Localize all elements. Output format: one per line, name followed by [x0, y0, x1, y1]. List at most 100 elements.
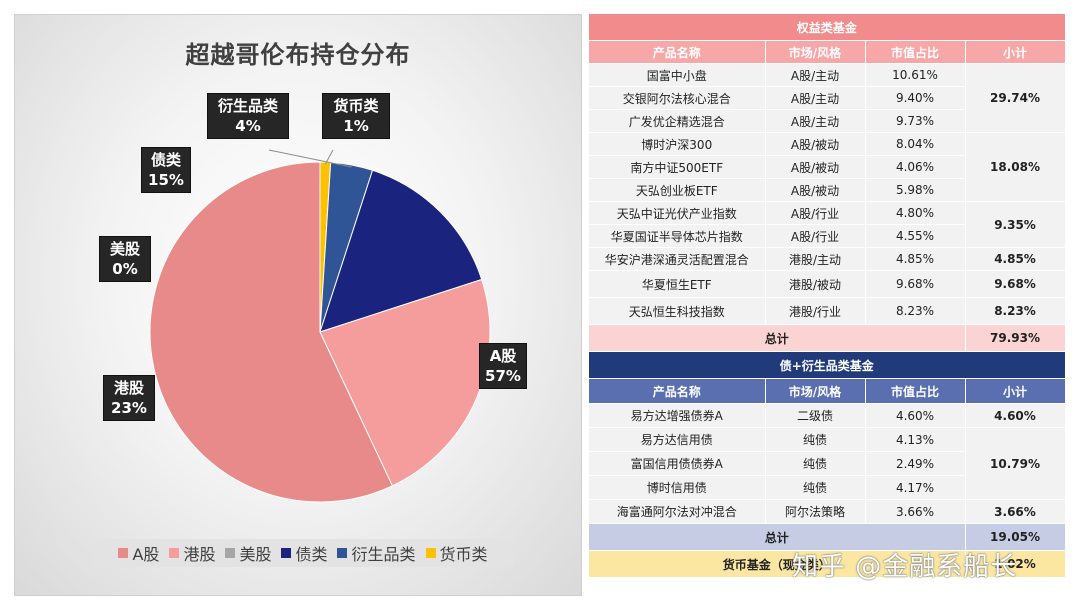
callout-bonds: 债类 15%: [141, 147, 191, 193]
legend-item-bonds: 债类: [281, 541, 327, 565]
cell-market: 港股/行业: [765, 297, 866, 325]
equity-section-title: 权益类基金: [589, 14, 1066, 41]
legend-label: 衍生品类: [351, 545, 416, 564]
table-row: 富国信用债债券A 纯债 2.49%: [589, 451, 1065, 476]
pie-slice-a-shares: [149, 161, 394, 503]
header-subtotal: 小计: [965, 40, 1066, 64]
table-row: 华夏国证半导体芯片指数 A股/行业 4.55%: [589, 224, 1065, 248]
header-share: 市值占比: [865, 378, 966, 404]
cell-name: 华安沪港深通灵活配置混合: [589, 247, 766, 271]
cell-market: 港股/被动: [765, 270, 866, 298]
callout-derivatives-name: 衍生品类: [217, 97, 278, 115]
equity-total-row: 总计 79.93%: [589, 324, 1066, 352]
cell-name: 富国信用债债券A: [589, 451, 766, 476]
table-row: 天弘创业板ETF A股/被动 5.98%: [589, 178, 1065, 202]
cell-pct: 3.66%: [865, 499, 966, 524]
cell-market: 纯债: [765, 451, 866, 476]
bond-total-label: 总计: [589, 523, 966, 551]
callout-money-value: 1%: [343, 117, 369, 135]
cell-name: 南方中证500ETF: [589, 155, 766, 179]
callout-a-shares: A股 57%: [479, 343, 527, 389]
cell-market: A股/被动: [765, 155, 866, 179]
cell-market: 二级债: [765, 403, 866, 428]
chart-legend: A股 港股 美股 债类 衍生品类 货币类: [93, 539, 513, 567]
header-subtotal: 小计: [965, 378, 1066, 404]
table-row: 海富通阿尔法对冲混合 阿尔法策略 3.66% 3.66%: [589, 499, 1066, 524]
cell-market: A股/被动: [765, 178, 866, 202]
callout-bonds-value: 15%: [148, 171, 184, 189]
header-product: 产品名称: [589, 40, 766, 64]
cell-name: 博时信用债: [589, 475, 766, 500]
cell-pct: 9.40%: [865, 86, 966, 110]
pie-slice-hk-stocks: [319, 278, 491, 487]
bond-section-title: 债+衍生品类基金: [589, 352, 1066, 379]
equity-table: 权益类基金 产品名称 市场/风格 市值占比 小计 国富中小盘 A股/主动 10.…: [589, 14, 1066, 352]
cell-pct: 10.61%: [865, 63, 966, 87]
legend-label: 货币类: [439, 545, 488, 564]
cell-market: A股/行业: [765, 201, 866, 225]
header-market: 市场/风格: [765, 378, 866, 404]
legend-item-us-stocks: 美股: [225, 541, 271, 565]
cell-subtotal: 29.74%: [965, 63, 1066, 133]
leader-line-derivatives: [268, 149, 352, 168]
pie-chart-panel: 超越哥伦布持仓分布 衍生品类 4% 货币类 1% 债类 15% 美股 0% 港股…: [14, 14, 582, 596]
callout-derivatives-value: 4%: [235, 117, 261, 135]
cell-market: A股/主动: [765, 86, 866, 110]
equity-total-value: 79.93%: [965, 324, 1066, 352]
cell-subtotal: 3.66%: [965, 499, 1066, 524]
cell-pct: 8.23%: [865, 297, 966, 325]
cell-market: 纯债: [765, 475, 866, 500]
pie-slice-bonds: [319, 169, 483, 333]
cell-name: 天弘中证光伏产业指数: [589, 201, 766, 225]
table-row: 易方达增强债券A 二级债 4.60% 4.60%: [589, 403, 1066, 428]
cell-pct: 4.55%: [865, 224, 966, 248]
cell-pct: 8.04%: [865, 132, 966, 156]
cell-name: 国富中小盘: [589, 63, 766, 87]
legend-swatch: [281, 548, 292, 558]
bond-table: 债+衍生品类基金 产品名称 市场/风格 市值占比 小计 易方达增强债券A 二级债…: [589, 352, 1066, 578]
legend-label: 美股: [239, 545, 272, 564]
holdings-table-panel: 权益类基金 产品名称 市场/风格 市值占比 小计 国富中小盘 A股/主动 10.…: [589, 14, 1066, 578]
cell-pct: 5.98%: [865, 178, 966, 202]
callout-money: 货币类 1%: [322, 93, 390, 139]
chart-title: 超越哥伦布持仓分布: [185, 41, 411, 69]
callout-us-stocks-name: 美股: [109, 240, 140, 258]
cell-market: 阿尔法策略: [765, 499, 866, 524]
cell-name: 华夏国证半导体芯片指数: [589, 224, 766, 248]
cell-market: A股/主动: [765, 63, 866, 87]
callout-a-shares-value: 57%: [485, 367, 521, 385]
legend-label: 债类: [295, 545, 328, 564]
legend-item-derivatives: 衍生品类: [337, 541, 416, 565]
table-row: 国富中小盘 A股/主动 10.61% 29.74%: [589, 63, 1066, 133]
cell-name: 天弘创业板ETF: [589, 178, 766, 202]
table-row: 交银阿尔法核心混合 A股/主动 9.40%: [589, 86, 1065, 110]
table-row: 广发优企精选混合 A股/主动 9.73%: [589, 109, 1065, 133]
bond-total-value: 19.05%: [965, 523, 1066, 551]
cell-name: 博时沪深300: [589, 132, 766, 156]
cell-name: 海富通阿尔法对冲混合: [589, 499, 766, 524]
legend-item-hk-stocks: 港股: [169, 541, 215, 565]
legend-label: 港股: [183, 545, 216, 564]
legend-swatch: [225, 548, 236, 558]
table-row: 天弘中证光伏产业指数 A股/行业 4.80% 9.35%: [589, 201, 1066, 248]
cell-market: 港股/主动: [765, 247, 866, 271]
cell-name: 易方达增强债券A: [589, 403, 766, 428]
money-fund-row: 货币基金（现金类） 1.02%: [589, 550, 1066, 578]
cell-subtotal: 9.35%: [965, 201, 1066, 248]
cell-pct: 9.68%: [865, 270, 966, 298]
cell-market: A股/行业: [765, 224, 866, 248]
cell-market: 纯债: [765, 427, 866, 452]
cell-name: 天弘恒生科技指数: [589, 297, 766, 325]
callout-money-name: 货币类: [333, 97, 379, 115]
legend-swatch: [337, 548, 348, 558]
legend-item-a-shares: A股: [118, 541, 159, 565]
money-fund-value: 1.02%: [965, 550, 1066, 578]
callout-hk-stocks: 港股 23%: [103, 375, 155, 421]
callout-derivatives: 衍生品类 4%: [207, 93, 289, 139]
header-market: 市场/风格: [765, 40, 866, 64]
callout-hk-stocks-name: 港股: [113, 379, 144, 397]
callout-bonds-name: 债类: [150, 151, 181, 169]
cell-name: 华夏恒生ETF: [589, 270, 766, 298]
legend-label: A股: [132, 545, 160, 564]
cell-pct: 4.17%: [865, 475, 966, 500]
